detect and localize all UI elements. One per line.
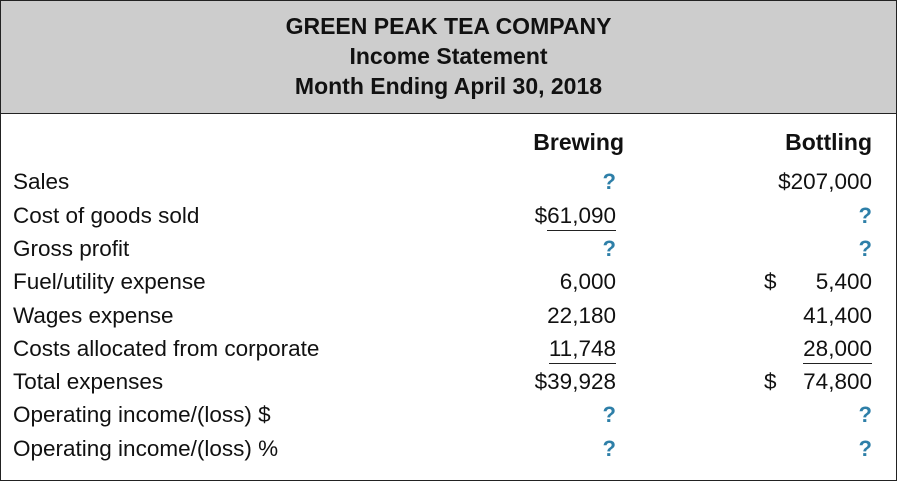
column-header-brewing: Brewing	[533, 129, 624, 155]
brewing-wages: 22,180	[547, 303, 616, 328]
bottling-fuel-utility-value: 5,400	[815, 269, 872, 294]
brewing-allocated-value: 11,748	[548, 335, 616, 364]
row-cost-of-goods-sold: Cost of goods sold $61,090 ?	[1, 201, 896, 234]
row-label: Total expenses	[13, 369, 164, 394]
row-gross-profit: Gross profit ? ?	[1, 234, 896, 267]
row-label: Cost of goods sold	[13, 203, 200, 228]
statement-header: GREEN PEAK TEA COMPANY Income Statement …	[1, 1, 896, 114]
dollar-sign: $	[764, 369, 777, 394]
row-costs-allocated: Costs allocated from corporate 11,748 28…	[1, 334, 896, 367]
brewing-gross-profit-unknown: ?	[602, 236, 616, 261]
bottling-gross-profit-unknown: ?	[858, 236, 872, 261]
row-fuel-utility-expense: Fuel/utility expense 6,000 $5,400	[1, 267, 896, 300]
row-label: Gross profit	[13, 236, 130, 261]
brewing-sales-unknown: ?	[602, 169, 616, 194]
brewing-operating-income-unknown: ?	[602, 402, 616, 427]
brewing-operating-income-pct-unknown: ?	[602, 436, 616, 461]
row-total-expenses: Total expenses $39,928 $74,800	[1, 367, 896, 400]
brewing-allocated: 11,748	[466, 334, 616, 364]
bottling-fuel-utility: $5,400	[722, 267, 872, 297]
bottling-allocated-value: 28,000	[803, 335, 872, 364]
row-wages-expense: Wages expense 22,180 41,400	[1, 301, 896, 334]
row-label: Fuel/utility expense	[13, 269, 206, 294]
company-name: GREEN PEAK TEA COMPANY	[285, 13, 612, 39]
statement-period: Month Ending April 30, 2018	[294, 73, 603, 99]
row-operating-income-percent: Operating income/(loss) % ? ?	[1, 434, 896, 467]
row-label: Operating income/(loss) $	[13, 402, 271, 427]
bottling-total-expenses: $74,800	[722, 367, 872, 397]
row-label: Sales	[13, 169, 70, 194]
brewing-fuel-utility: 6,000	[559, 269, 616, 294]
brewing-total-expenses: $39,928	[534, 369, 616, 394]
brewing-cogs-value: 61,090	[547, 202, 616, 231]
bottling-operating-income-pct-unknown: ?	[858, 436, 872, 461]
bottling-operating-income-unknown: ?	[858, 402, 872, 427]
bottling-cogs-unknown: ?	[858, 203, 872, 228]
dollar-sign: $	[534, 203, 548, 228]
statement-title: Income Statement	[349, 43, 548, 69]
bottling-sales: $207,000	[778, 169, 872, 194]
row-label: Wages expense	[13, 303, 174, 328]
row-operating-income-dollars: Operating income/(loss) $ ? ?	[1, 400, 896, 433]
dollar-sign: $	[764, 269, 777, 294]
bottling-wages: 41,400	[803, 303, 872, 328]
column-header-bottling: Bottling	[785, 129, 872, 155]
row-label: Costs allocated from corporate	[13, 336, 320, 361]
row-label: Operating income/(loss) %	[13, 436, 279, 461]
bottling-total-expenses-value: 74,800	[803, 369, 872, 394]
brewing-cogs: $61,090	[466, 201, 616, 231]
bottling-allocated: 28,000	[722, 334, 872, 364]
row-sales: Sales ? $207,000	[1, 167, 896, 200]
